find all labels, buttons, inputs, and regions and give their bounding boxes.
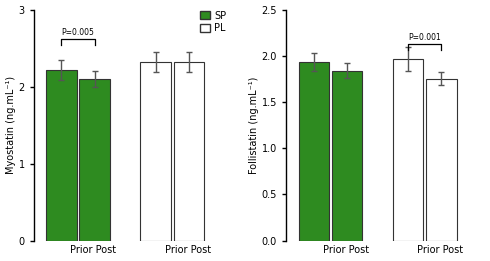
Bar [79,79,110,241]
Bar [426,79,457,241]
Bar [332,70,362,241]
Text: P=0.001: P=0.001 [408,33,441,42]
Bar [298,62,329,241]
Bar [174,62,204,241]
Text: P=0.005: P=0.005 [62,28,95,37]
Bar [393,58,423,241]
Legend: SP, PL: SP, PL [199,10,227,34]
Bar [46,70,76,241]
Y-axis label: Myostatin (ng.mL⁻¹): Myostatin (ng.mL⁻¹) [5,76,16,174]
Y-axis label: Follistatin (ng.mL⁻¹): Follistatin (ng.mL⁻¹) [249,76,259,174]
Bar [141,62,171,241]
